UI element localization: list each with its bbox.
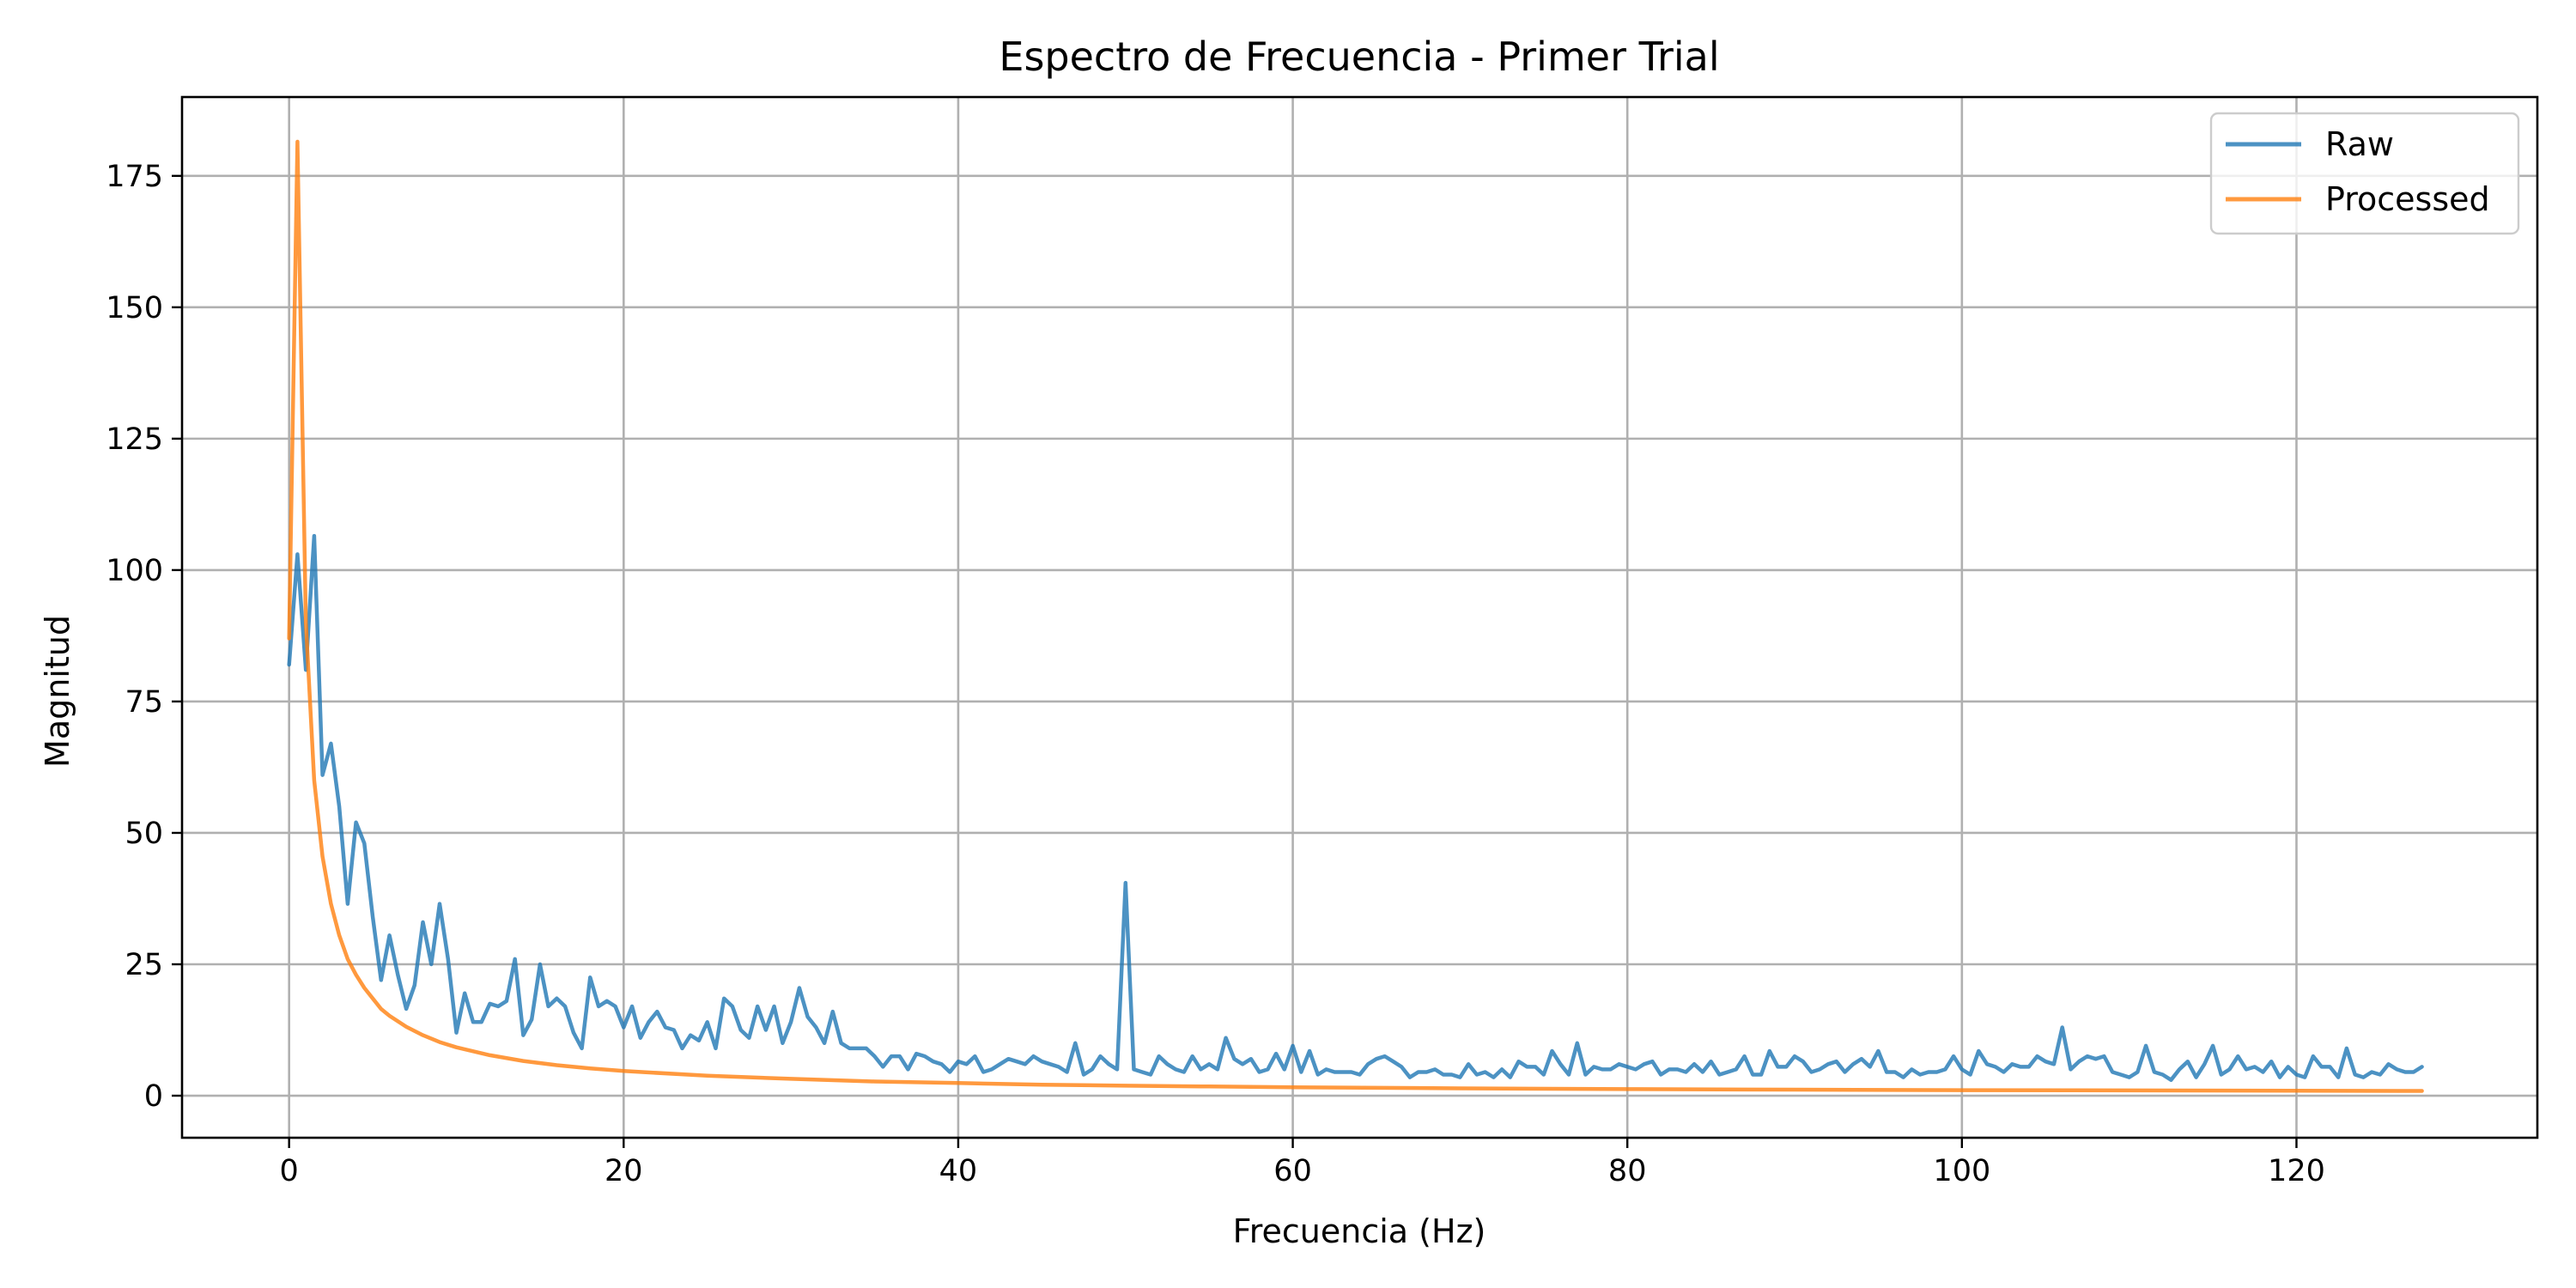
x-tick-label: 20	[605, 1154, 643, 1188]
y-tick-label: 150	[106, 291, 163, 325]
y-tick-label: 175	[106, 160, 163, 194]
x-tick-label: 60	[1273, 1154, 1312, 1188]
series-lines	[287, 139, 2424, 1093]
y-tick-label: 0	[144, 1079, 163, 1114]
y-tick-label: 100	[106, 554, 163, 588]
plot-frame	[180, 95, 2539, 1139]
y-tick-label: 25	[125, 948, 163, 982]
y-tick-label: 125	[106, 422, 163, 457]
grid-lines	[182, 97, 2537, 1138]
x-tick-label: 80	[1608, 1154, 1647, 1188]
series-line-processed	[287, 139, 2424, 1093]
y-axis-label: Magnitud	[39, 615, 76, 768]
x-axis-label: Frecuencia (Hz)	[1233, 1212, 1486, 1250]
x-tick-label: 120	[2268, 1154, 2325, 1188]
x-tick-label: 40	[939, 1154, 978, 1188]
legend: Raw Processed	[2209, 112, 2520, 235]
x-tick-label: 0	[280, 1154, 299, 1188]
y-tick-label: 75	[125, 685, 163, 720]
legend-label-raw: Raw	[2325, 125, 2394, 163]
y-tick-label: 50	[125, 817, 163, 851]
x-tick-label: 100	[1933, 1154, 1990, 1188]
axis-ticks: 0 20 40 60 80 100 120 0 25 50 75 100 125 150 175	[106, 160, 2325, 1188]
chart-title: Espectro de Frecuencia - Primer Trial	[999, 33, 1719, 80]
legend-label-processed: Processed	[2325, 180, 2490, 218]
series-line-raw	[287, 533, 2424, 1082]
